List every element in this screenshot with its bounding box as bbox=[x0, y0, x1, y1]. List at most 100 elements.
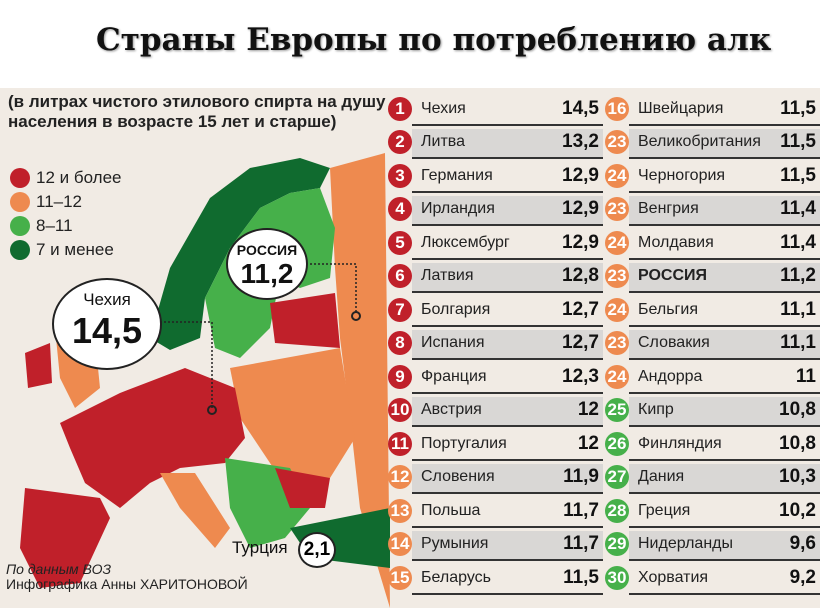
callout-czech: Чехия 14,5 bbox=[52, 278, 162, 370]
rank-badge: 28 bbox=[605, 498, 629, 523]
consumption-value: 14,5 bbox=[562, 97, 599, 119]
rank-badge: 1 bbox=[388, 96, 412, 121]
row-band bbox=[412, 296, 603, 327]
ranking-row: 6 Латвия 12,8 bbox=[388, 260, 603, 293]
ranking-row: 16 Швейцария 11,5 bbox=[605, 92, 820, 126]
consumption-value: 12,3 bbox=[562, 365, 599, 387]
ranking-column-left: 1 Чехия 14,5 2 Литва 13,2 3 Германия 12,… bbox=[388, 92, 603, 595]
rank-badge: 13 bbox=[388, 498, 412, 523]
consumption-value: 12 bbox=[577, 432, 599, 454]
row-band bbox=[412, 128, 603, 159]
ranking-row: 15 Беларусь 11,5 bbox=[388, 561, 603, 595]
consumption-value: 11,5 bbox=[780, 131, 816, 153]
country-name: Германия bbox=[421, 166, 493, 184]
legend: 12 и более 11–12 8–11 7 и менее bbox=[10, 166, 122, 262]
ranking-row: 4 Ирландия 12,9 bbox=[388, 193, 603, 226]
row-band bbox=[412, 95, 603, 126]
row-band bbox=[412, 229, 603, 260]
row-band bbox=[412, 329, 603, 360]
callout-pointer-russia bbox=[310, 263, 357, 314]
row-band bbox=[629, 162, 820, 193]
legend-item: 8–11 bbox=[10, 214, 122, 238]
ranking-row: 24 Бельгия 11,1 bbox=[605, 293, 820, 327]
country-name: Люксембург bbox=[421, 233, 510, 251]
consumption-value: 10,3 bbox=[779, 466, 816, 488]
consumption-value: 11,9 bbox=[563, 466, 599, 488]
rank-badge: 6 bbox=[388, 264, 412, 289]
row-band bbox=[412, 564, 603, 595]
ranking-row: 10 Австрия 12 bbox=[388, 394, 603, 427]
legend-swatch bbox=[10, 240, 30, 260]
rank-badge: 29 bbox=[605, 532, 629, 557]
map-region-baltics bbox=[270, 293, 340, 348]
ranking-row: 11 Португалия 12 bbox=[388, 427, 603, 461]
rank-badge: 3 bbox=[388, 163, 412, 188]
rank-badge: 23 bbox=[605, 197, 629, 222]
country-name: Кипр bbox=[638, 401, 674, 419]
callout-value: 11,2 bbox=[240, 258, 294, 289]
ranking-row: 25 Кипр 10,8 bbox=[605, 394, 820, 427]
row-band bbox=[629, 497, 820, 528]
country-name: Ирландия bbox=[421, 200, 495, 218]
callout-value: 14,5 bbox=[71, 310, 143, 351]
ranking-row: 30 Хорватия 9,2 bbox=[605, 561, 820, 595]
ranking-row: 7 Болгария 12,7 bbox=[388, 293, 603, 327]
map-region-east bbox=[230, 348, 355, 478]
consumption-value: 12,9 bbox=[562, 231, 599, 253]
country-name: Хорватия bbox=[638, 568, 709, 586]
consumption-value: 11,5 bbox=[780, 97, 816, 119]
consumption-value: 11 bbox=[795, 365, 816, 387]
consumption-value: 12,7 bbox=[562, 332, 599, 354]
consumption-value: 12,7 bbox=[562, 298, 599, 320]
rank-badge: 30 bbox=[605, 565, 629, 590]
ranking-row: 23 Венгрия 11,4 bbox=[605, 193, 820, 226]
country-name: Беларусь bbox=[421, 568, 491, 586]
map-region-ireland bbox=[25, 343, 52, 388]
consumption-value: 10,2 bbox=[779, 499, 816, 521]
row-band bbox=[412, 262, 603, 293]
rank-badge: 8 bbox=[388, 331, 412, 356]
map-region-bulgaria-romania bbox=[275, 468, 330, 508]
row-band bbox=[629, 329, 820, 360]
source-credit: По данным ВОЗ Инфографика Анны ХАРИТОНОВ… bbox=[6, 562, 248, 592]
consumption-value: 12,8 bbox=[562, 265, 599, 287]
row-band bbox=[629, 296, 820, 327]
ranking-column-right: 16 Швейцария 11,5 23 Великобритания 11,5… bbox=[605, 92, 820, 595]
legend-item: 7 и менее bbox=[10, 238, 122, 262]
row-band bbox=[629, 128, 820, 159]
callout-name: РОССИЯ bbox=[236, 242, 298, 258]
ranking-row: 12 Словения 11,9 bbox=[388, 461, 603, 494]
consumption-value: 11,5 bbox=[780, 164, 816, 186]
ranking-row: 14 Румыния 11,7 bbox=[388, 528, 603, 561]
rank-badge: 23 bbox=[605, 130, 629, 155]
page-title: Страны Европы по потреблению алк bbox=[96, 22, 772, 58]
consumption-value: 11,7 bbox=[563, 533, 599, 555]
source-line: По данным ВОЗ bbox=[6, 561, 112, 577]
country-name: Молдавия bbox=[638, 233, 714, 251]
rank-badge: 15 bbox=[388, 565, 412, 590]
row-band bbox=[629, 262, 820, 293]
legend-swatch bbox=[10, 192, 30, 212]
rank-badge: 23 bbox=[605, 264, 629, 289]
row-band bbox=[412, 363, 603, 394]
country-name: Финляндия bbox=[638, 434, 722, 452]
row-band bbox=[629, 363, 820, 394]
legend-label: 7 и менее bbox=[36, 240, 114, 259]
country-name: Латвия bbox=[421, 267, 474, 285]
ranking-row: 1 Чехия 14,5 bbox=[388, 92, 603, 126]
ranking-row: 3 Германия 12,9 bbox=[388, 159, 603, 193]
country-name: Словения bbox=[421, 468, 495, 486]
country-name: Испания bbox=[421, 334, 485, 352]
ranking-row: 9 Франция 12,3 bbox=[388, 360, 603, 394]
consumption-value: 11,2 bbox=[780, 265, 816, 287]
country-name: Австрия bbox=[421, 401, 482, 419]
rank-badge: 14 bbox=[388, 532, 412, 557]
rank-badge: 23 bbox=[605, 331, 629, 356]
country-name: Бельгия bbox=[638, 300, 698, 318]
subtitle: (в литрах чистого этилового спирта на ду… bbox=[8, 92, 386, 131]
row-band bbox=[629, 195, 820, 226]
ranking-row: 24 Черногория 11,5 bbox=[605, 159, 820, 193]
consumption-value: 11,1 bbox=[780, 332, 816, 354]
country-name: Литва bbox=[421, 133, 465, 151]
legend-label: 11–12 bbox=[36, 192, 83, 211]
